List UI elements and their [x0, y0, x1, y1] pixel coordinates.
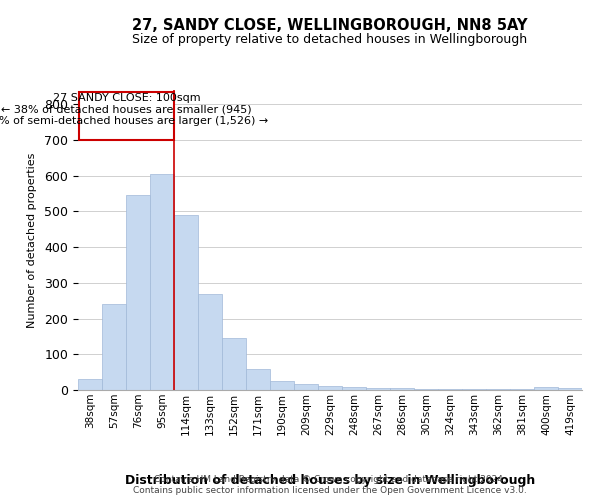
Bar: [198, 294, 222, 390]
Bar: [126, 196, 150, 390]
Bar: [102, 304, 126, 390]
Bar: [174, 215, 198, 390]
Bar: [150, 174, 174, 390]
Bar: [222, 338, 246, 390]
Bar: [534, 387, 558, 390]
Bar: [414, 388, 438, 390]
X-axis label: Distribution of detached houses by size in Wellingborough: Distribution of detached houses by size …: [125, 474, 535, 487]
Bar: [366, 388, 390, 390]
Text: 27, SANDY CLOSE, WELLINGBOROUGH, NN8 5AY: 27, SANDY CLOSE, WELLINGBOROUGH, NN8 5AY: [132, 18, 528, 32]
FancyBboxPatch shape: [79, 92, 174, 140]
Bar: [558, 388, 582, 390]
Text: ← 38% of detached houses are smaller (945): ← 38% of detached houses are smaller (94…: [1, 104, 252, 115]
Bar: [486, 389, 510, 390]
Text: 61% of semi-detached houses are larger (1,526) →: 61% of semi-detached houses are larger (…: [0, 116, 268, 126]
Bar: [438, 388, 462, 390]
Y-axis label: Number of detached properties: Number of detached properties: [28, 152, 37, 328]
Bar: [318, 386, 342, 390]
Text: Contains HM Land Registry data © Crown copyright and database right 2024.: Contains HM Land Registry data © Crown c…: [154, 475, 506, 484]
Bar: [294, 384, 318, 390]
Text: Size of property relative to detached houses in Wellingborough: Size of property relative to detached ho…: [133, 32, 527, 46]
Text: Contains public sector information licensed under the Open Government Licence v3: Contains public sector information licen…: [133, 486, 527, 495]
Bar: [78, 380, 102, 390]
Bar: [270, 381, 294, 390]
Bar: [246, 368, 270, 390]
Bar: [390, 388, 414, 390]
Bar: [462, 389, 486, 390]
Bar: [342, 387, 366, 390]
Text: 27 SANDY CLOSE: 100sqm: 27 SANDY CLOSE: 100sqm: [53, 93, 200, 103]
